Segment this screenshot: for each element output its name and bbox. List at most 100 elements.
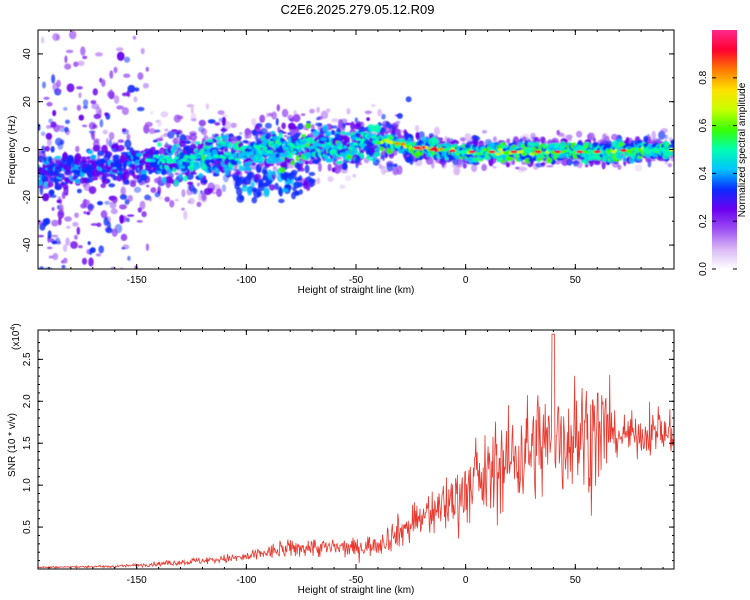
heatmap-cell	[331, 129, 335, 135]
heatmap-cell	[172, 159, 176, 163]
heatmap-cell	[320, 137, 327, 141]
heatmap-cell	[52, 253, 59, 261]
heatmap-cell	[642, 147, 648, 151]
heatmap-cell	[331, 118, 339, 123]
heatmap-cell	[536, 157, 544, 162]
heatmap-cell	[176, 129, 183, 135]
heatmap-cell	[140, 47, 145, 55]
heatmap-cell	[202, 151, 209, 155]
heatmap-cell	[64, 55, 68, 64]
x-tick-label: -150	[127, 575, 147, 586]
heatmap-cell	[173, 179, 179, 186]
heatmap-cell	[352, 173, 357, 178]
heatmap-cell	[274, 182, 279, 191]
heatmap-cell	[56, 79, 61, 88]
heatmap-cell	[468, 156, 474, 161]
heatmap-cell	[140, 290, 148, 294]
heatmap-cell	[111, 228, 118, 237]
heatmap-cell	[327, 163, 332, 172]
heatmap-cell	[335, 165, 342, 170]
heatmap-cell	[127, 91, 131, 98]
heatmap-cell	[51, 234, 59, 238]
heatmap-cell	[138, 289, 144, 294]
heatmap-cell	[190, 118, 197, 122]
heatmap-cell	[324, 145, 329, 149]
heatmap-cell	[484, 155, 491, 160]
heatmap-cell	[329, 150, 335, 154]
heatmap-cell	[393, 163, 398, 168]
figure-title: C2E6.2025.279.05.12.R09	[280, 2, 435, 17]
heatmap-cell	[472, 134, 478, 141]
heatmap-cell	[160, 134, 164, 139]
heatmap-cell	[113, 66, 118, 74]
heatmap-cell	[126, 217, 130, 223]
heatmap-cell	[534, 150, 542, 154]
heatmap-cell	[132, 174, 140, 180]
heatmap-cell	[522, 136, 527, 142]
heatmap-cell	[92, 145, 100, 152]
heatmap-cell	[616, 155, 624, 159]
heatmap-cell	[134, 19, 138, 28]
heatmap-cell	[238, 195, 245, 201]
heatmap-cell	[241, 184, 248, 192]
heatmap-cell	[54, 155, 62, 160]
heatmap-cell	[55, 271, 61, 276]
heatmap-cell	[194, 164, 201, 169]
heatmap-cell	[211, 133, 218, 138]
heatmap-cell	[158, 196, 164, 200]
heatmap-cell	[304, 164, 310, 174]
heatmap-cell	[651, 130, 656, 140]
heatmap-cell	[51, 162, 59, 167]
heatmap-cell	[298, 148, 303, 152]
heatmap-cell	[316, 157, 321, 163]
heatmap-cell	[620, 149, 628, 152]
heatmap-cell	[183, 210, 188, 220]
heatmap-cell	[105, 137, 109, 146]
heatmap-cell	[52, 33, 60, 41]
heatmap-cell	[81, 124, 88, 128]
heatmap-cell	[643, 135, 649, 143]
heatmap-cell	[515, 166, 520, 170]
heatmap-cell	[611, 133, 618, 141]
heatmap-cell	[198, 192, 202, 201]
heatmap-cell	[602, 133, 607, 142]
heatmap-cell	[593, 150, 601, 154]
heatmap-cell	[250, 156, 256, 160]
heatmap-cell	[138, 289, 144, 294]
heatmap-cell	[118, 167, 124, 173]
heatmap-cell	[108, 139, 113, 148]
heatmap-cell	[221, 184, 227, 193]
heatmap-cell	[124, 139, 132, 149]
heatmap-cell	[201, 192, 207, 201]
heatmap-cell	[359, 154, 365, 159]
heatmap-cell	[451, 139, 460, 146]
heatmap-cell	[38, 219, 42, 225]
heatmap-cell	[278, 187, 283, 197]
heatmap-cell	[49, 194, 57, 198]
heatmap-cell	[250, 181, 255, 188]
colorbar-gradient	[712, 30, 737, 269]
heatmap-cell	[117, 139, 124, 144]
heatmap-cell	[453, 166, 461, 176]
heatmap-cell	[41, 175, 47, 182]
heatmap-cell	[364, 110, 372, 115]
heatmap-cell	[161, 160, 166, 164]
heatmap-cell	[48, 118, 53, 124]
heatmap-cell	[248, 146, 253, 150]
heatmap-cell	[310, 145, 317, 149]
colorbar-label: Normalized spectral amplitude	[737, 82, 748, 217]
heatmap-cell	[43, 181, 48, 189]
heatmap-cell	[211, 149, 218, 156]
heatmap-cell	[93, 113, 102, 120]
heatmap-cell	[109, 272, 115, 279]
heatmap-cell	[441, 160, 446, 168]
heatmap-cell	[519, 150, 524, 154]
heatmap-cell	[150, 187, 157, 194]
heatmap-cell	[96, 222, 102, 227]
heatmap-cell	[124, 171, 130, 179]
heatmap-cell	[290, 159, 295, 166]
heatmap-cell	[238, 132, 243, 135]
x-tick-label: -100	[236, 575, 256, 586]
heatmap-cell	[70, 241, 78, 249]
